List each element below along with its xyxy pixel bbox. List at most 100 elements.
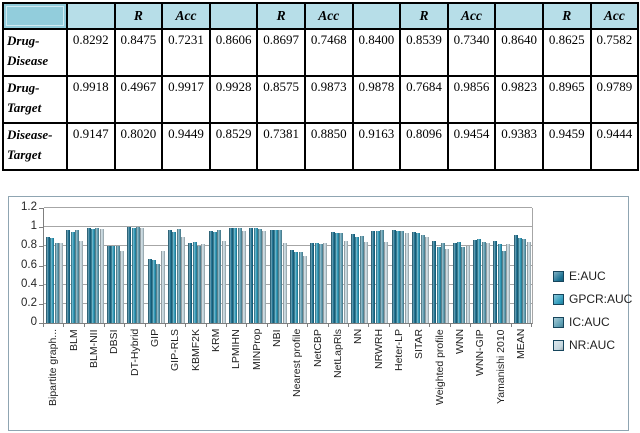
table-cell: 0.8850	[303, 122, 354, 171]
bar	[412, 231, 416, 323]
bar	[233, 228, 238, 323]
legend-label: NR:AUC	[569, 338, 616, 352]
legend-marker	[553, 316, 564, 328]
bar	[456, 241, 461, 323]
bar	[465, 246, 470, 323]
bar	[334, 232, 339, 323]
x-axis-label: NetLapRls	[331, 329, 344, 379]
x-axis-label: WNN	[453, 329, 466, 355]
bar	[269, 230, 274, 323]
table-header-cell: R	[541, 2, 592, 30]
bar	[395, 231, 400, 323]
table-cell: 0.9878	[351, 75, 402, 124]
x-axis-label: Heter-LP	[392, 329, 405, 372]
bar	[436, 247, 441, 323]
table-cell: 0.8292	[66, 28, 116, 77]
bar	[343, 240, 348, 323]
bar	[54, 242, 59, 323]
bar	[229, 228, 233, 323]
x-axis-tick	[531, 324, 532, 327]
bar	[58, 242, 63, 323]
y-axis-label: 1	[30, 220, 37, 233]
x-axis-tick	[124, 324, 126, 327]
table-cell: 0.9459	[541, 122, 592, 171]
x-axis-label: GIP-RLS	[169, 329, 182, 372]
x-axis-label: Weighted profile	[433, 329, 446, 405]
legend-item: NR:AUC	[553, 338, 632, 352]
x-axis-tick	[104, 324, 105, 327]
gridline	[44, 245, 532, 247]
bar	[168, 230, 172, 323]
table-cell: 0.9856	[446, 75, 497, 124]
y-axis-label: 0.8	[21, 239, 37, 252]
x-axis-tick	[246, 324, 248, 327]
gridline	[44, 207, 532, 208]
y-axis-label: 0.2	[21, 296, 37, 309]
x-axis-tick	[226, 324, 227, 327]
x-axis-tick	[388, 324, 390, 327]
x-axis-tick	[287, 324, 288, 327]
y-axis-label: 0.4	[21, 277, 37, 290]
gridline	[44, 226, 532, 228]
bar	[424, 236, 429, 323]
x-axis-label: KBMF2K	[189, 329, 202, 372]
table-cell: 0.7684	[399, 75, 449, 124]
x-axis-tick	[307, 324, 309, 327]
bar	[473, 239, 477, 323]
legend-item: E:AUC	[553, 269, 632, 283]
bar	[221, 240, 226, 323]
x-axis-tick	[429, 324, 431, 327]
row-label-cell: Drug- Target	[2, 75, 68, 124]
bar	[79, 240, 84, 323]
x-axis-label: DT-Hybrid	[128, 329, 141, 377]
bar	[95, 228, 100, 323]
x-axis-label: Nearest profile	[291, 329, 304, 398]
bar	[517, 237, 522, 323]
table-row: Drug- Disease 0.8292 0.8475 0.7231 0.8606 0.8…	[2, 28, 640, 77]
bar	[156, 263, 161, 323]
bar	[278, 230, 283, 323]
bar	[192, 241, 197, 323]
table-cell: 0.9383	[494, 122, 544, 171]
table-header-row: R Acc R Acc R Acc R Acc	[2, 2, 640, 30]
table-cell: 0.9444	[589, 122, 640, 171]
bar	[282, 243, 287, 323]
bar	[99, 229, 104, 323]
bar	[273, 230, 278, 323]
y-axis-tick	[39, 323, 43, 324]
y-axis-tick	[39, 246, 43, 248]
table-cell: 0.8539	[399, 28, 449, 77]
table-cell: 0.7468	[303, 28, 354, 77]
x-axis-tick	[470, 324, 471, 327]
table-cell: 0.8640	[494, 28, 544, 77]
bar	[90, 229, 95, 323]
bar	[359, 235, 364, 323]
bar	[131, 228, 136, 323]
x-axis-label: NN	[352, 329, 365, 345]
x-axis-tick	[185, 324, 187, 327]
bar	[115, 246, 120, 323]
y-axis-label: 0	[30, 316, 37, 328]
x-axis-label: MEAN	[514, 329, 527, 360]
bar	[526, 241, 531, 323]
table-header-cell: Acc	[446, 2, 497, 30]
bar	[432, 240, 437, 323]
bar	[196, 246, 201, 323]
x-axis-tick	[510, 324, 512, 327]
bar	[86, 228, 91, 323]
table-cell: 0.8697	[256, 28, 306, 77]
bar	[180, 236, 185, 323]
bar	[135, 227, 140, 323]
y-axis-label: 1.2	[21, 201, 37, 213]
bar	[107, 246, 111, 323]
x-axis-tick	[266, 324, 268, 327]
x-axis-tick	[348, 324, 349, 327]
bar	[302, 255, 307, 323]
bar	[379, 230, 384, 323]
bar	[176, 229, 181, 323]
bar	[151, 259, 156, 323]
bar	[46, 236, 50, 323]
bar	[323, 242, 328, 323]
bar	[241, 231, 246, 323]
table-cell: 0.8096	[399, 122, 449, 171]
